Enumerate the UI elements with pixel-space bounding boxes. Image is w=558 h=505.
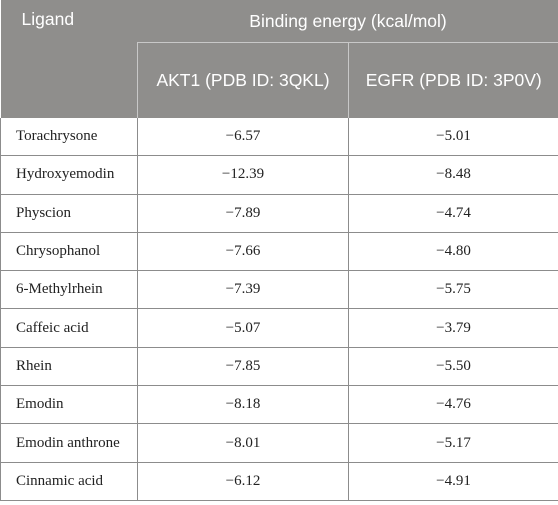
egfr-value: −5.17 [347, 423, 558, 463]
ligand-name: Cinnamic acid [0, 461, 138, 501]
table-header: Ligand Binding energy (kcal/mol) AKT1 (P… [0, 0, 558, 118]
akt1-value: −6.57 [137, 118, 349, 157]
ligand-name: Physcion [0, 193, 138, 233]
egfr-value: −4.91 [347, 461, 558, 501]
table-row: Rhein −7.85 −5.50 [0, 346, 558, 387]
egfr-value: −3.79 [347, 308, 558, 348]
table-row: Physcion −7.89 −4.74 [0, 193, 558, 233]
egfr-value: −8.48 [347, 155, 558, 195]
egfr-value: −4.74 [347, 193, 558, 233]
akt1-value: −7.85 [137, 346, 349, 387]
table-row: 6-Methylrhein −7.39 −5.75 [0, 270, 558, 310]
ligand-name: Chrysophanol [0, 231, 138, 272]
header-akt1: AKT1 (PDB ID: 3QKL) [137, 42, 349, 118]
akt1-value: −8.01 [137, 423, 349, 463]
ligand-name: Emodin anthrone [0, 423, 138, 463]
table-row: Chrysophanol −7.66 −4.80 [0, 231, 558, 272]
table-row: Torachrysone −6.57 −5.01 [0, 118, 558, 157]
ligand-name: Caffeic acid [0, 308, 138, 348]
akt1-value: −6.12 [137, 461, 349, 501]
egfr-value: −5.01 [347, 118, 558, 157]
akt1-value: −12.39 [137, 155, 349, 195]
ligand-name: Torachrysone [0, 118, 138, 157]
egfr-value: −5.75 [347, 270, 558, 310]
akt1-value: −8.18 [137, 385, 349, 425]
akt1-value: −7.39 [137, 270, 349, 310]
ligand-name: Emodin [0, 385, 138, 425]
table-row: Cinnamic acid −6.12 −4.91 [0, 461, 558, 501]
egfr-value: −5.50 [347, 346, 558, 387]
egfr-value: −4.80 [347, 231, 558, 272]
ligand-name: 6-Methylrhein [0, 270, 138, 310]
egfr-value: −4.76 [347, 385, 558, 425]
ligand-name: Hydroxyemodin [0, 155, 138, 195]
table-row: Caffeic acid −5.07 −3.79 [0, 308, 558, 348]
table-row: Hydroxyemodin −12.39 −8.48 [0, 155, 558, 195]
ligand-name: Rhein [0, 346, 138, 387]
header-binding-energy: Binding energy (kcal/mol) [137, 0, 558, 43]
akt1-value: −7.66 [137, 231, 349, 272]
table-row: Emodin anthrone −8.01 −5.17 [0, 423, 558, 463]
header-ligand: Ligand [0, 0, 138, 118]
akt1-value: −5.07 [137, 308, 349, 348]
akt1-value: −7.89 [137, 193, 349, 233]
table-row: Emodin −8.18 −4.76 [0, 385, 558, 425]
header-egfr: EGFR (PDB ID: 3P0V) [347, 42, 558, 118]
